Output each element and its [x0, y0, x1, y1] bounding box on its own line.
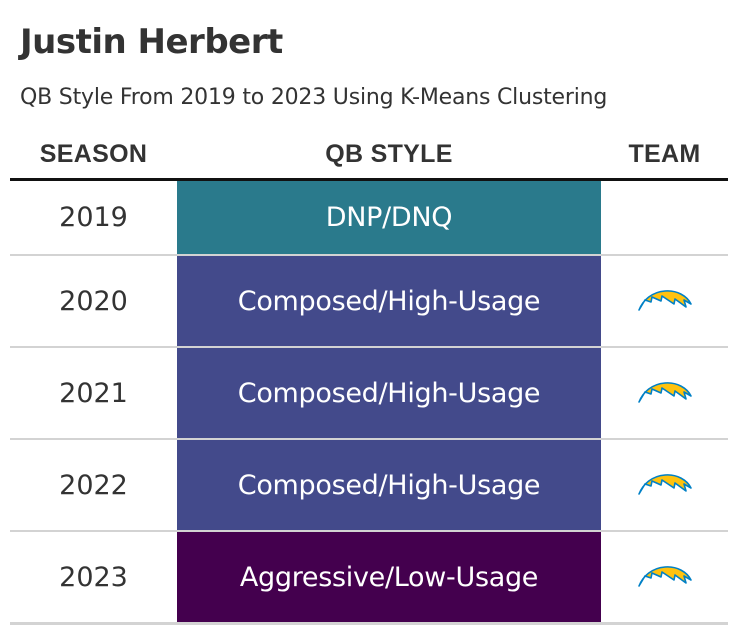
chargers-bolt-icon — [637, 290, 692, 311]
season-cell: 2019 — [59, 202, 128, 233]
qb-style-table: SEASON QB STYLE TEAM 2019 DNP/DNQ 2020 C… — [10, 130, 728, 625]
qb-style-column-header: QB STYLE — [325, 139, 453, 168]
table-row: 2021 Composed/High-Usage — [10, 348, 728, 440]
chargers-bolt-icon — [637, 382, 692, 403]
season-cell: 2021 — [59, 377, 128, 409]
season-column-header: SEASON — [39, 139, 148, 168]
chargers-bolt-icon — [637, 474, 692, 495]
team-cell — [601, 181, 728, 254]
table-row: 2019 DNP/DNQ — [10, 181, 728, 256]
season-cell: 2023 — [59, 561, 128, 593]
chargers-bolt-icon — [637, 566, 692, 587]
team-column-header: TEAM — [628, 139, 701, 168]
season-cell: 2022 — [59, 469, 128, 501]
qb-style-cell: Composed/High-Usage — [177, 440, 601, 530]
team-cell — [601, 440, 728, 530]
page-subtitle: QB Style From 2019 to 2023 Using K-Means… — [20, 85, 608, 110]
team-cell — [601, 348, 728, 438]
table-header: SEASON QB STYLE TEAM — [10, 130, 728, 181]
qb-style-cell: Aggressive/Low-Usage — [177, 532, 601, 622]
team-cell — [601, 256, 728, 346]
table-row: 2020 Composed/High-Usage — [10, 256, 728, 348]
qb-style-cell: DNP/DNQ — [177, 181, 601, 254]
qb-style-cell: Composed/High-Usage — [177, 348, 601, 438]
page-title: Justin Herbert — [20, 22, 283, 62]
season-cell: 2020 — [59, 285, 128, 317]
table-row: 2022 Composed/High-Usage — [10, 440, 728, 532]
table-row: 2023 Aggressive/Low-Usage — [10, 532, 728, 625]
qb-style-cell: Composed/High-Usage — [177, 256, 601, 346]
team-cell — [601, 532, 728, 622]
